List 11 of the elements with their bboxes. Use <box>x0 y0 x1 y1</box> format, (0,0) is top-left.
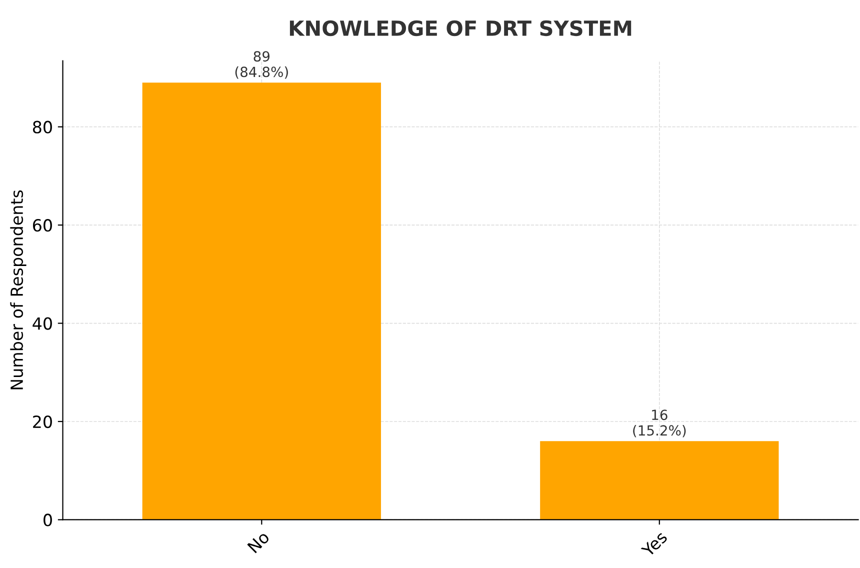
y-tick-label: 80 <box>32 120 52 134</box>
y-tick-label: 40 <box>32 317 52 330</box>
data-label: 89 (84.8%) <box>235 51 288 79</box>
y-tick-label: 0 <box>44 514 52 526</box>
chart-title: KNOWLEDGE OF DRT SYSTEM <box>290 20 632 36</box>
y-axis-title: Number of Respondents <box>10 190 26 390</box>
y-tick-label: 60 <box>33 219 52 232</box>
x-tick-label: No <box>247 530 270 554</box>
data-label: 16 (15.2%) <box>633 410 686 438</box>
y-tick-label: 20 <box>33 415 52 428</box>
x-tick-label: Yes <box>640 530 668 558</box>
